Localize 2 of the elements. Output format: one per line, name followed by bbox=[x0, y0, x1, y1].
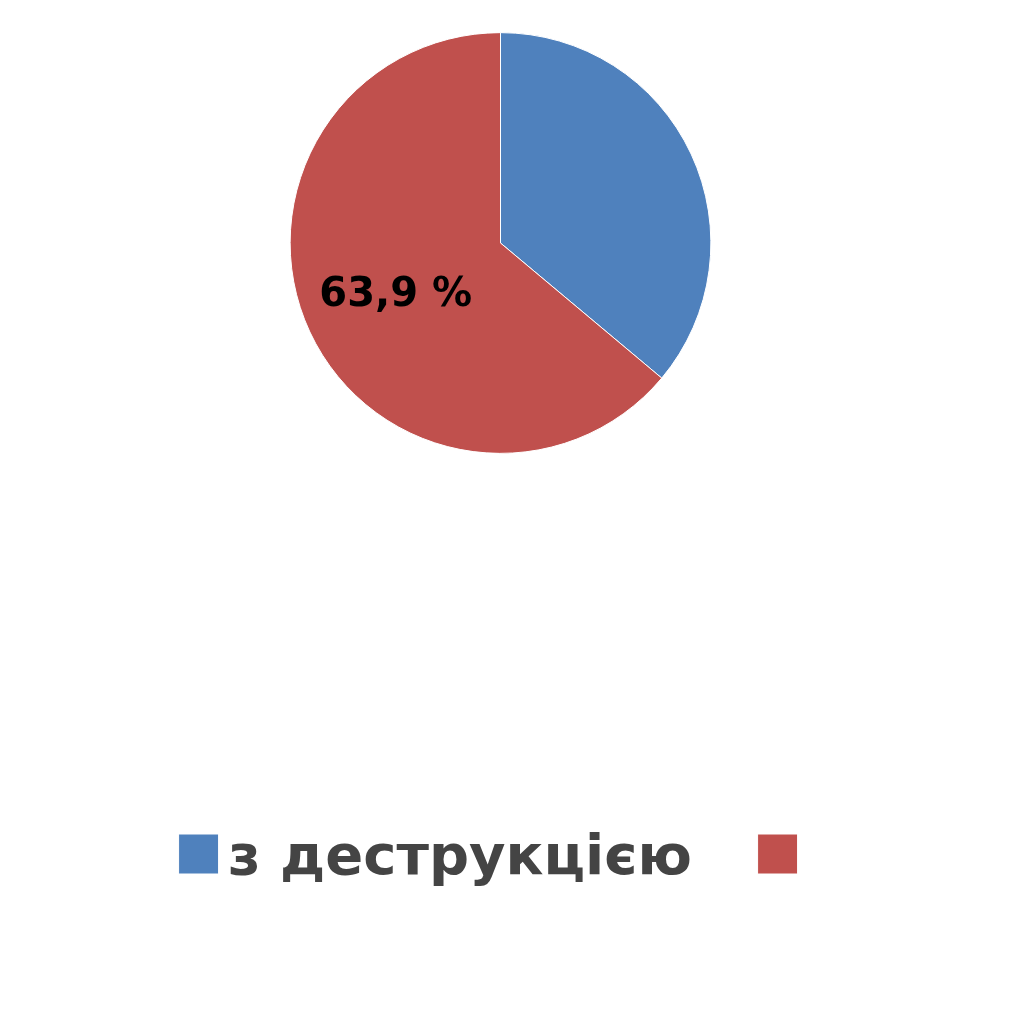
legend-label: з деструкцією bbox=[228, 821, 692, 887]
data-label: 63,9 % bbox=[319, 269, 473, 316]
